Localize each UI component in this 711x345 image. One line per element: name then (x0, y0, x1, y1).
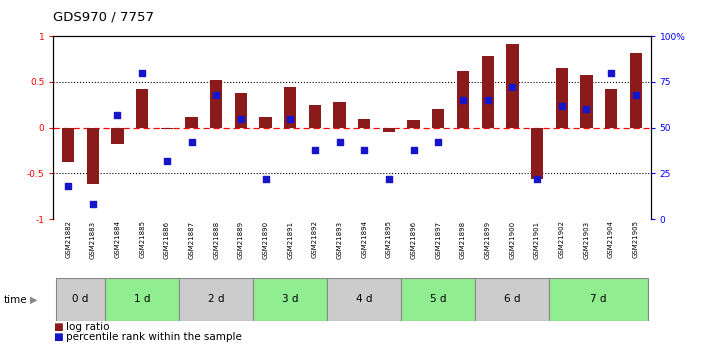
Point (260, 176, 272, 181)
Text: percentile rank within the sample: percentile rank within the sample (66, 332, 242, 342)
Point (210, 92, 222, 98)
Point (408, 147, 419, 152)
Text: ■: ■ (53, 322, 63, 332)
Point (358, 147, 370, 152)
Bar (62, 128, 75, 162)
Bar (253, 278, 327, 321)
Text: 1 d: 1 d (134, 294, 151, 304)
Point (507, 85, 518, 90)
Bar (55, 278, 105, 321)
Bar (580, 75, 592, 128)
Bar (105, 278, 179, 321)
Bar (210, 80, 223, 128)
Bar (179, 278, 253, 321)
Text: ■: ■ (53, 332, 63, 342)
Point (334, 139, 346, 145)
Bar (327, 278, 401, 321)
Point (63, 184, 74, 189)
Text: time: time (4, 295, 27, 305)
Bar (284, 87, 296, 128)
Bar (112, 128, 124, 144)
Bar (358, 118, 370, 128)
Bar (457, 71, 469, 128)
Text: 0 d: 0 d (73, 294, 89, 304)
Bar (629, 53, 642, 128)
Point (383, 176, 395, 181)
Point (161, 158, 173, 163)
Point (432, 139, 444, 145)
Bar (161, 128, 173, 129)
Bar (260, 117, 272, 128)
Point (630, 92, 641, 98)
Point (482, 97, 493, 103)
Bar (186, 117, 198, 128)
Text: 6 d: 6 d (504, 294, 520, 304)
Text: 4 d: 4 d (356, 294, 373, 304)
Bar (87, 128, 99, 184)
Bar (531, 128, 543, 179)
Bar (476, 278, 550, 321)
Bar (550, 278, 648, 321)
Text: ▶: ▶ (30, 295, 38, 305)
Text: 5 d: 5 d (430, 294, 447, 304)
Bar (555, 68, 568, 128)
Point (531, 176, 542, 181)
Point (235, 116, 247, 121)
Point (605, 70, 616, 76)
Bar (136, 89, 149, 128)
Bar (407, 120, 419, 128)
Point (112, 112, 123, 118)
Point (309, 147, 321, 152)
Text: 7 d: 7 d (591, 294, 607, 304)
Bar (605, 89, 617, 128)
Bar (481, 56, 494, 128)
Bar (401, 278, 476, 321)
Point (137, 70, 148, 76)
Text: 3 d: 3 d (282, 294, 299, 304)
Bar (333, 102, 346, 128)
Bar (432, 109, 444, 128)
Point (556, 103, 567, 108)
Point (87, 202, 99, 207)
Point (284, 116, 296, 121)
Text: 2 d: 2 d (208, 294, 225, 304)
Bar (383, 128, 395, 132)
Point (186, 139, 197, 145)
Text: GDS970 / 7757: GDS970 / 7757 (53, 10, 154, 23)
Point (457, 97, 469, 103)
Text: log ratio: log ratio (66, 322, 109, 332)
Bar (309, 105, 321, 128)
Point (581, 107, 592, 112)
Bar (235, 93, 247, 128)
Bar (506, 43, 518, 128)
